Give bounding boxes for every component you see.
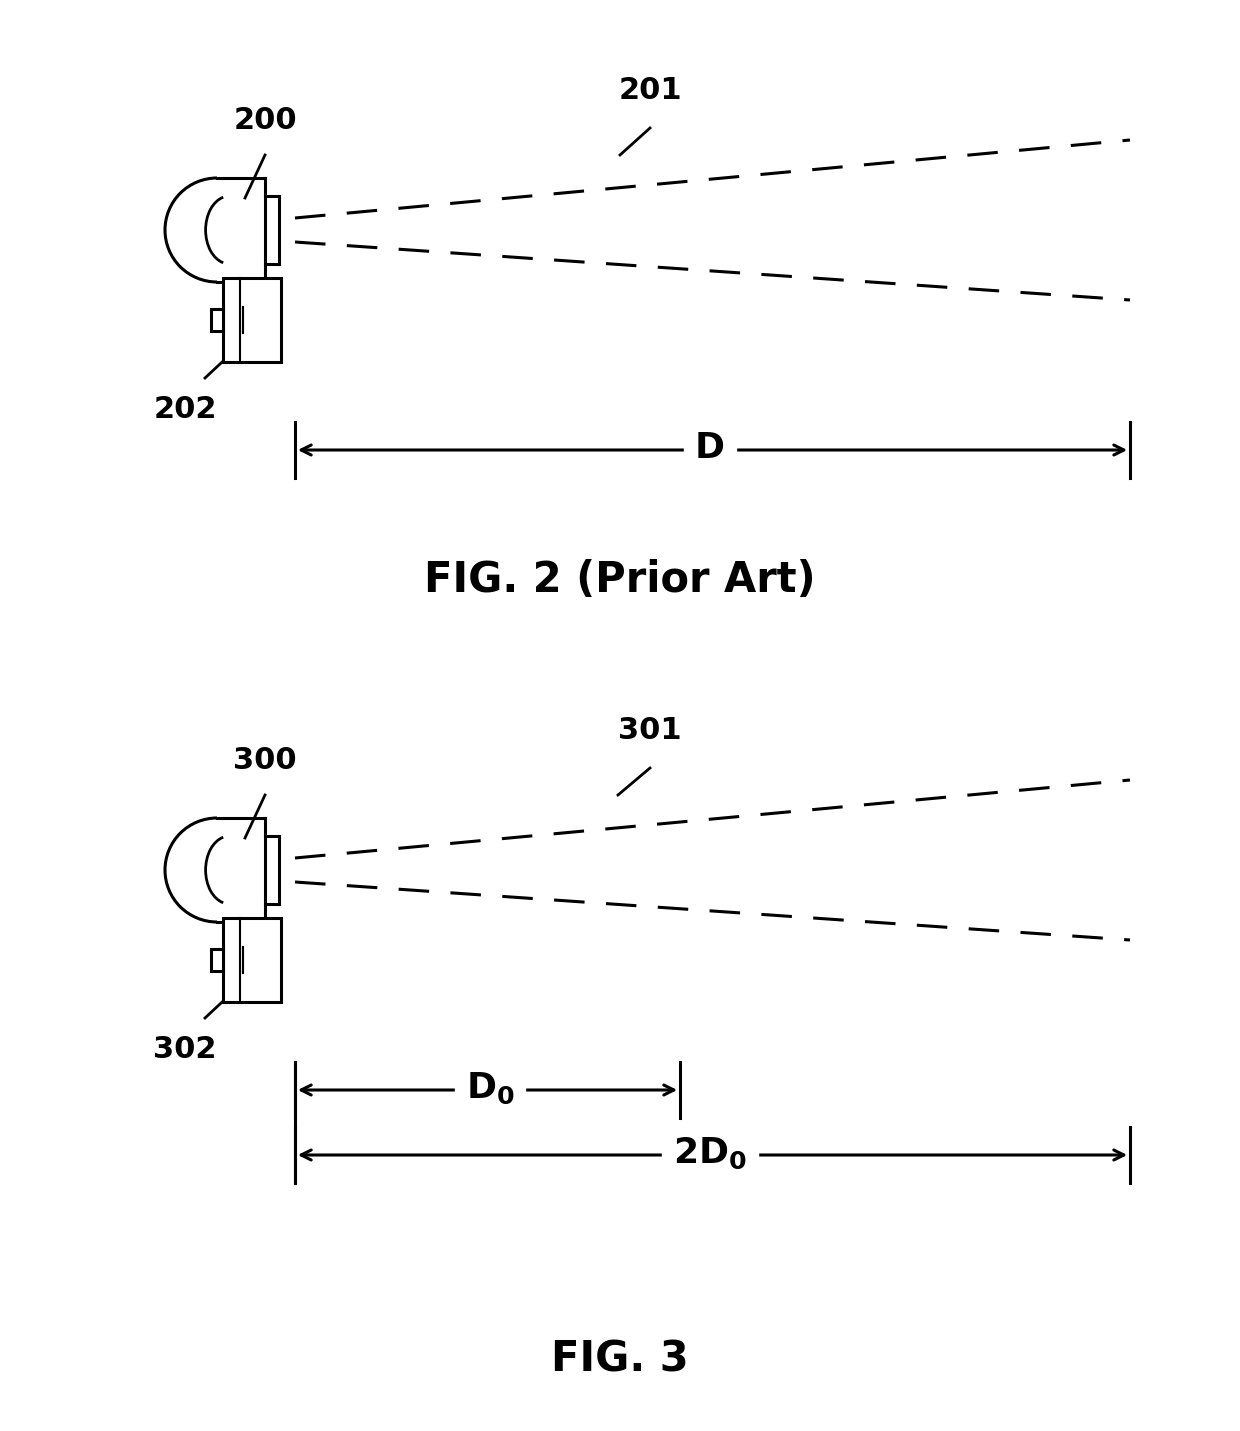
- Text: 301: 301: [619, 716, 682, 746]
- Bar: [211, 949, 223, 972]
- Text: 300: 300: [233, 746, 296, 776]
- Text: 202: 202: [154, 395, 217, 424]
- Bar: [211, 309, 223, 331]
- Text: D: D: [694, 431, 725, 465]
- Text: 201: 201: [619, 76, 682, 104]
- Text: FIG. 2 (Prior Art): FIG. 2 (Prior Art): [424, 560, 816, 601]
- Text: 302: 302: [154, 1035, 217, 1065]
- Text: $\mathbf{2D_0}$: $\mathbf{2D_0}$: [673, 1135, 746, 1171]
- Bar: [223, 278, 280, 362]
- Text: $\mathbf{D_0}$: $\mathbf{D_0}$: [466, 1070, 515, 1106]
- Text: FIG. 3: FIG. 3: [551, 1339, 689, 1381]
- Text: 200: 200: [233, 106, 296, 135]
- Bar: [223, 919, 280, 1002]
